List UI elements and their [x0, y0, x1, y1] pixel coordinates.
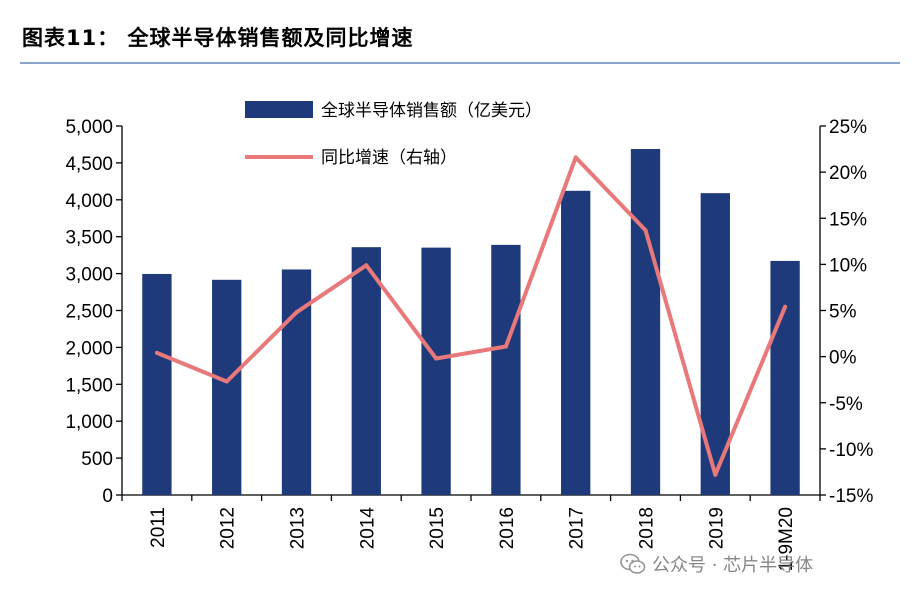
- line-point: [783, 304, 788, 309]
- right-y-tick-label: 20%: [829, 163, 867, 184]
- bar: [351, 247, 381, 495]
- x-tick-label: 2014: [357, 507, 378, 550]
- x-tick-label: 2015: [427, 507, 448, 549]
- left-y-tick-label: 4,000: [65, 191, 113, 212]
- left-y-tick-label: 3,000: [65, 265, 113, 286]
- x-tick-label: 2016: [497, 507, 518, 549]
- bar: [421, 247, 451, 495]
- line-point: [643, 228, 648, 233]
- left-y-tick-label: 5,000: [65, 117, 113, 138]
- left-y-tick-label: 2,500: [65, 302, 113, 323]
- right-y-tick-label: 15%: [829, 209, 867, 230]
- right-y-tick-label: 5%: [829, 302, 857, 323]
- x-tick-label: 1-9M20: [776, 507, 797, 571]
- x-tick-label: 2011: [148, 507, 169, 548]
- left-y-tick-label: 4,500: [65, 154, 113, 175]
- right-y-tick-label: 25%: [829, 117, 867, 138]
- figure-title: 图表11： 全球半导体销售额及同比增速: [22, 26, 414, 50]
- line-point: [434, 356, 439, 361]
- x-tick-label: 2017: [567, 507, 588, 549]
- line-point: [294, 310, 299, 315]
- left-y-tick-label: 0: [102, 486, 113, 507]
- x-tick-label: 2013: [288, 507, 309, 549]
- line-point: [224, 379, 229, 384]
- right-y-tick-label: 10%: [829, 255, 867, 276]
- title-rule: [20, 62, 900, 64]
- legend-bar-swatch: [245, 101, 313, 118]
- bar: [491, 244, 521, 495]
- wechat-icon: [620, 553, 646, 574]
- right-y-tick-label: -5%: [829, 394, 863, 415]
- right-y-tick-label: 0%: [829, 348, 857, 369]
- line-point: [364, 263, 369, 268]
- right-y-tick-label: -15%: [829, 486, 873, 507]
- legend-bar-label: 全球半导体销售额（亿美元）: [321, 101, 542, 121]
- x-tick-label: 2018: [637, 507, 658, 549]
- left-y-tick-label: 1,500: [65, 375, 113, 396]
- bar: [212, 279, 242, 495]
- watermark-text: 公众号 · 芯片半导体: [652, 555, 814, 576]
- bar: [770, 260, 800, 495]
- left-y-tick-label: 3,500: [65, 228, 113, 249]
- right-y-tick-label: -10%: [829, 440, 873, 461]
- x-tick-label: 2012: [218, 507, 239, 549]
- bar: [561, 190, 591, 496]
- left-y-tick-label: 500: [81, 449, 113, 470]
- line-point: [503, 344, 508, 349]
- line-series: [154, 155, 788, 477]
- left-y-tick-label: 1,000: [65, 412, 113, 433]
- right-y-tick-labels: -15% -10% -5% 0% 5% 10% 15% 20% 25%: [829, 117, 873, 507]
- x-tick-labels: 2011 2012 2013 2014 2015 2016 2017 2018 2019 1-9M…: [148, 507, 797, 572]
- left-y-tick-labels: 0 500 1,000 1,500 2,000 2,500 3,000 3,500 4,000 4…: [65, 117, 113, 507]
- x-tick-label: 2019: [706, 507, 727, 549]
- legend-line-label: 同比增速（右轴）: [321, 148, 457, 168]
- legend: 全球半导体销售额（亿美元） 同比增速（右轴）: [245, 101, 542, 168]
- line-point: [573, 155, 578, 160]
- left-y-tick-label: 2,000: [65, 338, 113, 359]
- line-point: [713, 472, 718, 477]
- bar-series: [142, 149, 800, 496]
- growth-line: [156, 155, 787, 477]
- watermark: 公众号 · 芯片半导体: [620, 551, 813, 577]
- bar: [630, 149, 661, 495]
- bar: [142, 273, 172, 495]
- line-point: [154, 350, 159, 355]
